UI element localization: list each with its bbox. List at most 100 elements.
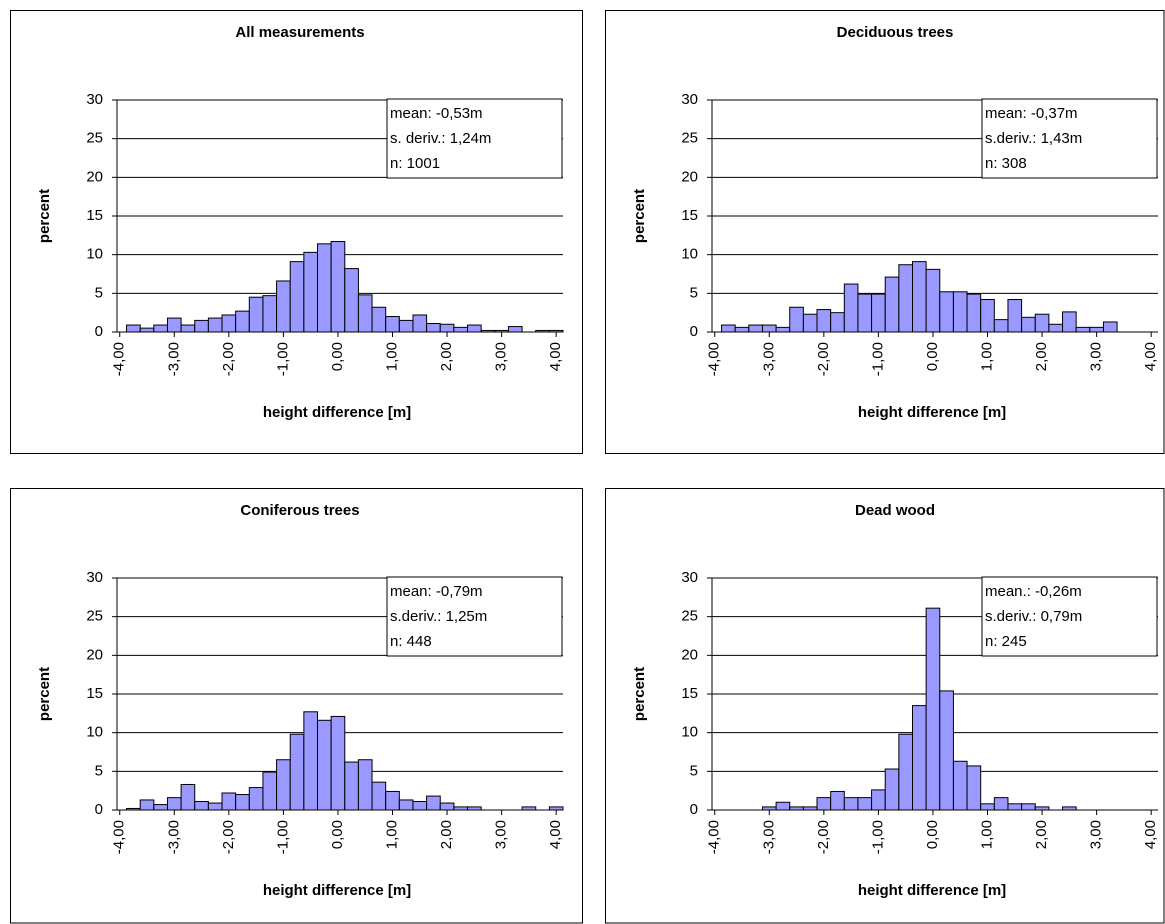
- annotation: s.deriv.: 1,43m: [985, 130, 1082, 147]
- bar: [816, 797, 832, 811]
- bar: [344, 268, 359, 333]
- bar: [262, 295, 278, 333]
- bar: [221, 792, 237, 811]
- x-tick-label: -1,00: [869, 820, 886, 854]
- bar: [1007, 803, 1023, 811]
- bar: [966, 293, 982, 333]
- y-tick-label: 30: [86, 569, 103, 586]
- bar: [439, 323, 455, 333]
- annotation: n: 1001: [390, 155, 440, 172]
- bar: [980, 299, 995, 333]
- panel: [10, 10, 583, 454]
- bar: [884, 768, 900, 811]
- annotation-box: [386, 98, 563, 179]
- annotation: s.deriv.: 1,25m: [390, 608, 487, 625]
- y-tick-label: 5: [95, 762, 103, 779]
- bar: [276, 759, 291, 811]
- y-tick-label: 10: [86, 246, 103, 263]
- bar: [166, 797, 182, 811]
- bar: [748, 324, 763, 333]
- y-tick-label: 15: [681, 207, 698, 224]
- bar: [843, 797, 859, 811]
- x-tick-label: 2,00: [438, 342, 455, 371]
- x-tick-label: 2,00: [438, 820, 455, 849]
- bar: [1062, 311, 1077, 333]
- bar: [330, 241, 346, 333]
- bar: [262, 771, 278, 811]
- bar: [775, 801, 791, 811]
- y-tick-label: 0: [690, 801, 698, 818]
- y-tick-label: 25: [681, 130, 698, 147]
- bar: [761, 324, 777, 333]
- bar: [871, 789, 886, 811]
- annotation: mean.: -0,26m: [985, 583, 1082, 600]
- x-tick-label: 0,00: [924, 820, 941, 849]
- bar: [911, 261, 927, 333]
- bar: [385, 316, 400, 333]
- bar: [1007, 299, 1023, 333]
- bar: [221, 314, 237, 333]
- bar: [1034, 313, 1050, 333]
- bar: [126, 324, 141, 333]
- bar: [939, 690, 954, 811]
- x-tick-label: -1,00: [869, 342, 886, 376]
- bar: [925, 607, 941, 811]
- x-tick-label: 3,00: [1088, 820, 1105, 849]
- bar: [139, 327, 155, 333]
- bar: [898, 733, 913, 811]
- bar: [1021, 803, 1036, 811]
- bar: [884, 276, 900, 333]
- x-tick-label: 0,00: [924, 342, 941, 371]
- y-tick-label: 25: [86, 608, 103, 625]
- x-tick-label: 0,00: [329, 342, 346, 371]
- bar: [303, 251, 318, 333]
- x-tick-label: 4,00: [547, 342, 564, 371]
- x-tick-label: 1,00: [383, 820, 400, 849]
- bar: [857, 797, 873, 811]
- bar: [180, 783, 196, 811]
- x-tick-label: -1,00: [274, 820, 291, 854]
- x-axis-title: height difference [m]: [263, 882, 411, 899]
- bar: [166, 317, 182, 333]
- annotation: n: 245: [985, 633, 1027, 650]
- annotation: s.deriv.: 0,79m: [985, 608, 1082, 625]
- x-tick-label: 1,00: [978, 342, 995, 371]
- bar: [235, 310, 250, 333]
- bar: [911, 705, 927, 811]
- bar: [1102, 321, 1118, 333]
- bar: [357, 759, 373, 811]
- bar: [507, 326, 523, 333]
- x-tick-label: 3,00: [493, 820, 510, 849]
- panel: [605, 10, 1165, 454]
- bar: [316, 243, 332, 333]
- y-tick-label: 20: [86, 168, 103, 185]
- y-tick-label: 0: [690, 323, 698, 340]
- bar: [721, 324, 736, 333]
- bar: [316, 719, 332, 811]
- bar: [303, 711, 318, 811]
- x-tick-label: -3,00: [760, 342, 777, 376]
- bar: [426, 322, 441, 333]
- bar: [1021, 316, 1036, 333]
- annotation: s. deriv.: 1,24m: [390, 130, 491, 147]
- y-tick-label: 10: [681, 724, 698, 741]
- bar: [871, 293, 886, 333]
- y-tick-label: 5: [690, 762, 698, 779]
- bar: [993, 797, 1009, 811]
- y-tick-label: 0: [95, 323, 103, 340]
- x-tick-label: -4,00: [111, 342, 128, 376]
- x-tick-label: -2,00: [220, 342, 237, 376]
- annotation-box: [981, 576, 1158, 657]
- bar: [371, 306, 387, 333]
- bar: [789, 306, 804, 333]
- bar: [898, 264, 913, 333]
- x-axis-title: height difference [m]: [263, 404, 411, 421]
- x-tick-label: -2,00: [220, 820, 237, 854]
- x-axis-title: height difference [m]: [858, 404, 1006, 421]
- y-axis-title: percent: [631, 667, 648, 721]
- bar: [830, 790, 845, 811]
- bar: [980, 803, 995, 811]
- chart-title: Dead wood: [855, 502, 935, 519]
- x-axis-title: height difference [m]: [858, 882, 1006, 899]
- chart-title: All measurements: [235, 24, 364, 41]
